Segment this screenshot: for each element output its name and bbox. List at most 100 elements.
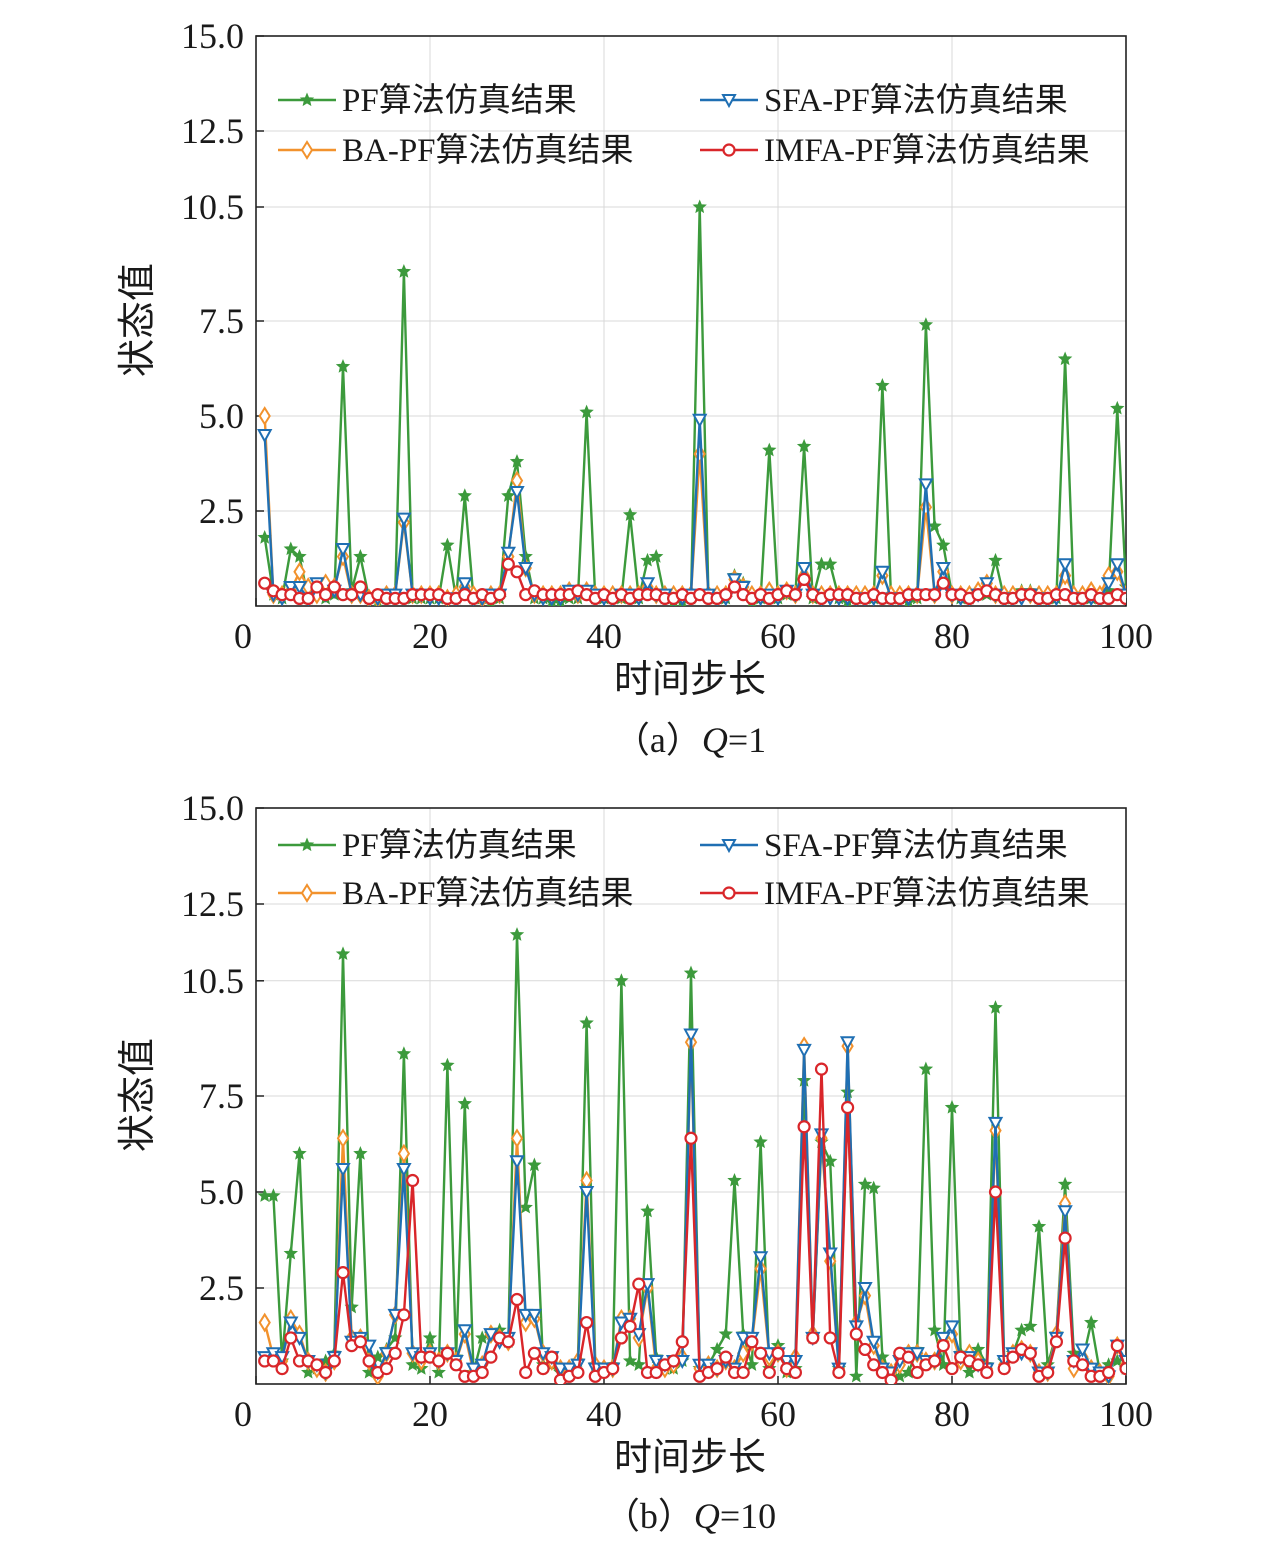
- data-point-imfa: [867, 1358, 881, 1372]
- data-point-imfa: [762, 1365, 776, 1380]
- legend-item-sfa: SFA-PF算法仿真结果: [700, 827, 1068, 864]
- data-point-pf: [918, 317, 934, 331]
- data-point-pf: [1014, 1322, 1029, 1337]
- data-point-sfa: [857, 1282, 873, 1297]
- series-pf-a: [257, 199, 1126, 606]
- data-point-pf: [866, 1180, 881, 1195]
- data-point-imfa: [1119, 1362, 1126, 1376]
- data-point-imfa: [858, 1342, 872, 1357]
- legend-a: PF算法仿真结果 SFA-PF算法仿真结果 BA-PF算法仿真结果 IMFA-PF算法…: [278, 82, 1090, 169]
- data-point-pf: [683, 965, 699, 980]
- data-point-imfa: [988, 1185, 1003, 1199]
- data-point-pf: [396, 1046, 412, 1060]
- y-axis-title-b: 状态值: [117, 1038, 159, 1152]
- data-point-sfa: [613, 1316, 630, 1331]
- legend-label: PF算法仿真结果: [342, 82, 577, 119]
- data-point-pf: [718, 1326, 733, 1341]
- data-point-sfa: [283, 1316, 299, 1331]
- data-point-imfa: [971, 1358, 985, 1372]
- data-point-sfa: [335, 1162, 351, 1178]
- data-point-pf: [709, 1341, 725, 1356]
- data-point-imfa: [397, 1308, 411, 1322]
- data-point-pf: [527, 1157, 542, 1172]
- data-point-pf: [266, 1188, 281, 1202]
- data-point-imfa: [510, 565, 524, 579]
- data-point-imfa: [536, 1362, 550, 1376]
- data-point-imfa: [823, 1331, 837, 1345]
- x-tick-label: 40: [586, 616, 622, 656]
- data-point-imfa: [945, 1362, 959, 1376]
- data-point-sfa: [518, 1308, 534, 1323]
- data-point-ba: [693, 444, 706, 464]
- data-point-pf: [614, 973, 629, 987]
- data-point-sfa: [500, 546, 516, 561]
- data-point-imfa: [1006, 1350, 1020, 1364]
- data-point-pf: [1057, 1176, 1073, 1191]
- data-point-sfa: [578, 1186, 595, 1201]
- data-point-pf: [440, 1057, 455, 1072]
- data-point-pf: [875, 378, 890, 392]
- data-point-imfa: [501, 557, 515, 571]
- data-point-imfa: [910, 1365, 924, 1380]
- data-point-sfa: [283, 581, 299, 596]
- data-point-imfa: [266, 1354, 280, 1368]
- data-point-sfa: [692, 413, 708, 428]
- data-point-imfa: [649, 1365, 663, 1380]
- data-point-imfa: [1041, 1365, 1055, 1380]
- x-tick-label: 60: [760, 616, 796, 656]
- data-point-pf: [640, 1203, 655, 1218]
- data-point-sfa: [1109, 558, 1125, 573]
- data-point-sfa: [1074, 1343, 1091, 1358]
- data-point-imfa: [997, 1362, 1011, 1376]
- data-point-sfa: [752, 1251, 769, 1266]
- data-point-sfa: [987, 1116, 1004, 1131]
- data-point-sfa: [639, 577, 656, 592]
- data-point-imfa: [710, 1362, 724, 1376]
- caption-b: （b）Q=10: [604, 1496, 776, 1536]
- x-tick-label: 0: [234, 1394, 252, 1434]
- y-tick-label: 12.5: [181, 884, 244, 924]
- data-point-sfa: [796, 1043, 812, 1059]
- legend-item-sfa: SFA-PF算法仿真结果: [700, 82, 1068, 119]
- data-point-imfa: [275, 1362, 289, 1376]
- data-point-imfa: [1049, 1335, 1064, 1349]
- data-point-sfa: [509, 486, 525, 501]
- data-point-imfa: [606, 1362, 620, 1376]
- data-point-pf: [936, 537, 951, 552]
- grid-a: [256, 36, 1126, 606]
- data-point-pf: [962, 1364, 977, 1379]
- data-point-imfa: [675, 1335, 689, 1349]
- data-point-imfa: [301, 591, 315, 606]
- x-tick-label: 20: [412, 1394, 448, 1434]
- data-point-imfa: [719, 1350, 733, 1364]
- data-point-sfa: [874, 565, 891, 580]
- x-axis-title-b: 时间步长: [614, 1437, 766, 1479]
- data-point-sfa: [257, 429, 273, 444]
- data-point-sfa: [483, 1328, 499, 1343]
- data-point-imfa: [849, 1327, 863, 1341]
- data-point-pf: [457, 1096, 472, 1110]
- legend-marker: [300, 140, 314, 160]
- data-point-imfa: [1101, 1365, 1116, 1380]
- data-point-imfa: [493, 587, 507, 602]
- data-point-pf: [1084, 1315, 1099, 1329]
- data-point-pf: [649, 549, 664, 563]
- data-point-sfa: [866, 1335, 882, 1350]
- data-point-ba: [258, 406, 271, 426]
- legend-label: IMFA-PF算法仿真结果: [764, 132, 1090, 169]
- data-point-ba: [258, 1312, 271, 1333]
- data-point-sfa: [291, 581, 308, 596]
- legend-item-imfa: IMFA-PF算法仿真结果: [700, 875, 1090, 912]
- data-point-pf: [1057, 351, 1073, 366]
- data-point-imfa: [432, 1354, 446, 1368]
- data-point-pf: [849, 1368, 864, 1383]
- data-point-sfa: [526, 1308, 543, 1323]
- data-point-pf: [1110, 400, 1125, 415]
- data-point-pf: [353, 549, 368, 563]
- data-point-imfa: [901, 1350, 916, 1364]
- data-point-pf: [440, 537, 455, 552]
- data-point-imfa: [927, 1354, 942, 1368]
- data-point-imfa: [501, 1335, 515, 1349]
- y-tick-label: 5.0: [199, 396, 244, 436]
- data-point-imfa: [510, 1292, 524, 1307]
